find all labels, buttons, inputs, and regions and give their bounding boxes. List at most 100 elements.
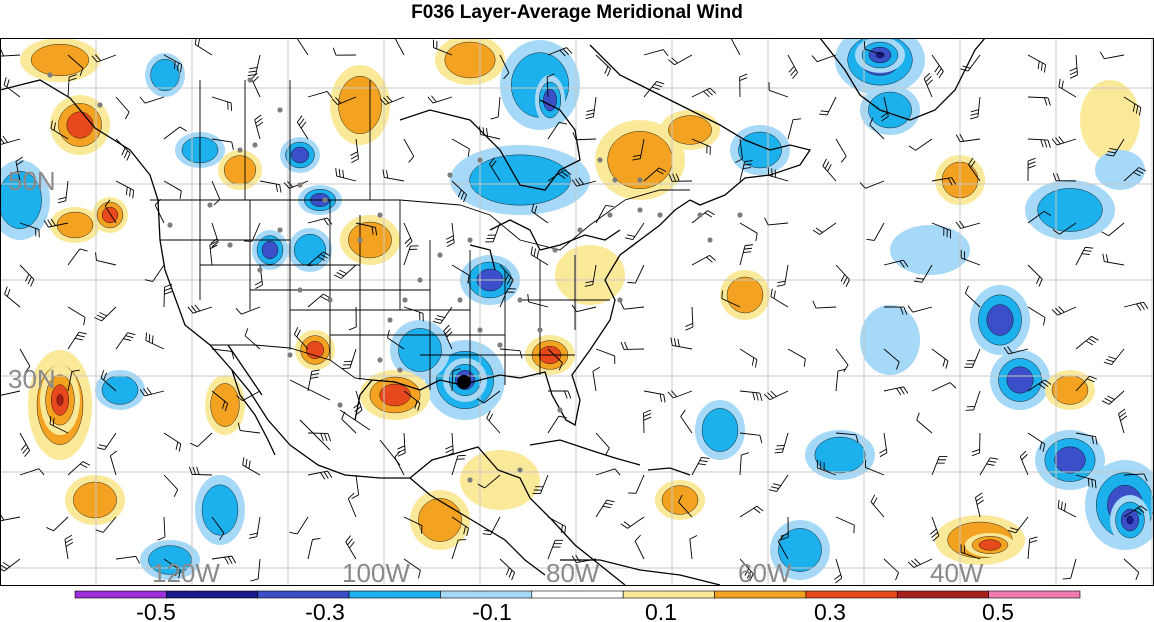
wind-barb (104, 199, 117, 224)
wind-barb-feather (24, 450, 30, 457)
wind-barb-staff (721, 298, 741, 308)
us-canada-border (150, 189, 690, 251)
wind-barb-feather (211, 241, 219, 248)
station-dot (47, 72, 53, 78)
wind-barb (595, 499, 615, 518)
wind-barb-staff (739, 455, 742, 476)
wind-barb (595, 205, 614, 224)
wind-barb (479, 126, 501, 140)
wind-barb-feather (49, 416, 52, 425)
negative-anomaly-contour (1037, 188, 1103, 232)
wind-barb-feather (275, 183, 278, 192)
wind-barb-feather (566, 47, 573, 54)
wind-barb-feather (654, 83, 663, 88)
wind-barb-feather (685, 322, 693, 327)
wind-barb-feather (926, 79, 934, 86)
wind-barb (485, 222, 501, 243)
wind-barb-feather (444, 328, 452, 335)
wind-barb-feather (445, 445, 453, 450)
wind-barb-feather (1060, 501, 1063, 510)
wind-barb-feather (855, 434, 859, 443)
station-dot (327, 297, 333, 303)
wind-barb (296, 38, 309, 56)
wind-barb (883, 558, 900, 581)
colorbar: -0.5 -0.3 -0.1 0.1 0.3 0.5 (74, 590, 1081, 622)
wind-barb-feather (819, 113, 828, 116)
wind-barb-feather (746, 570, 752, 579)
wind-barb-feather (1069, 74, 1078, 79)
wind-barb (307, 369, 320, 392)
wind-barb-staff (689, 539, 693, 560)
wind-barb-feather (896, 388, 902, 396)
wind-barb-feather (755, 233, 758, 242)
wind-barb-feather (811, 55, 818, 62)
wind-barb-feather (20, 443, 27, 451)
wind-barb-feather (1138, 107, 1142, 116)
wind-barb (974, 492, 984, 518)
wind-barb (403, 390, 421, 411)
wind-barb (1027, 210, 1052, 224)
wind-barb-feather (558, 121, 567, 125)
wind-barb-feather (1085, 246, 1094, 249)
wind-barb (3, 77, 21, 98)
wind-barb-feather (1143, 301, 1149, 309)
positive-anomaly-contour (726, 276, 764, 314)
wind-barb-feather (79, 68, 84, 76)
wind-barb (387, 329, 405, 350)
station-dot (357, 237, 363, 243)
wind-barb-feather (949, 382, 957, 389)
target-location-marker (457, 375, 471, 389)
wind-barb-staff (341, 418, 357, 434)
wind-barb (307, 91, 333, 99)
wind-barb (923, 72, 934, 98)
wind-barb-feather (605, 205, 614, 208)
wind-barb-feather (1010, 527, 1019, 531)
wind-barb-staff (163, 180, 182, 192)
wind-barb (931, 382, 957, 392)
wind-barb (685, 306, 694, 331)
wind-barb (811, 54, 837, 63)
wind-barb (822, 158, 837, 182)
wind-barb-staff (67, 371, 73, 392)
wind-barb-feather (2, 562, 11, 568)
wind-barb-feather (1052, 229, 1060, 235)
wind-barb (547, 169, 572, 182)
wind-barb-feather (863, 41, 866, 50)
positive-anomaly-contour (338, 75, 382, 134)
wind-barb-staff (817, 54, 837, 63)
station-dot (517, 297, 523, 303)
wind-barb (863, 41, 885, 56)
wind-barb-feather (843, 364, 849, 372)
wind-barb (333, 264, 357, 279)
negative-anomaly-contour (986, 304, 1014, 336)
wind-barb-feather (210, 238, 218, 244)
hispaniola (647, 467, 691, 476)
station-dot (737, 212, 743, 218)
wind-barb-feather (446, 235, 454, 240)
negative-anomaly-contour (1126, 515, 1134, 525)
wind-barb-feather (777, 535, 784, 542)
wind-barb-feather (375, 227, 378, 236)
wind-barb (907, 305, 933, 313)
wind-barb (154, 198, 165, 224)
wind-barb-feather (446, 331, 453, 338)
wind-barb-feather (753, 507, 761, 514)
wind-barb-feather (242, 457, 245, 466)
station-dot (612, 177, 618, 183)
wind-barb (499, 288, 516, 308)
wind-barb (571, 177, 597, 187)
wind-barb (739, 505, 764, 518)
wind-barb (835, 516, 855, 534)
wind-barb-feather (460, 192, 465, 200)
wind-barb (489, 157, 501, 182)
wind-barb (259, 180, 282, 193)
wind-barb-feather (30, 279, 35, 287)
negative-anomaly-contour (814, 436, 866, 474)
wind-barb-staff (1108, 222, 1125, 237)
wind-barb-feather (323, 218, 329, 226)
wind-barb-staff (835, 516, 855, 526)
station-dot (287, 352, 293, 358)
wind-barb-staff (484, 474, 501, 489)
negative-anomaly-contour (1006, 366, 1034, 394)
wind-barb-feather (1094, 480, 1097, 489)
